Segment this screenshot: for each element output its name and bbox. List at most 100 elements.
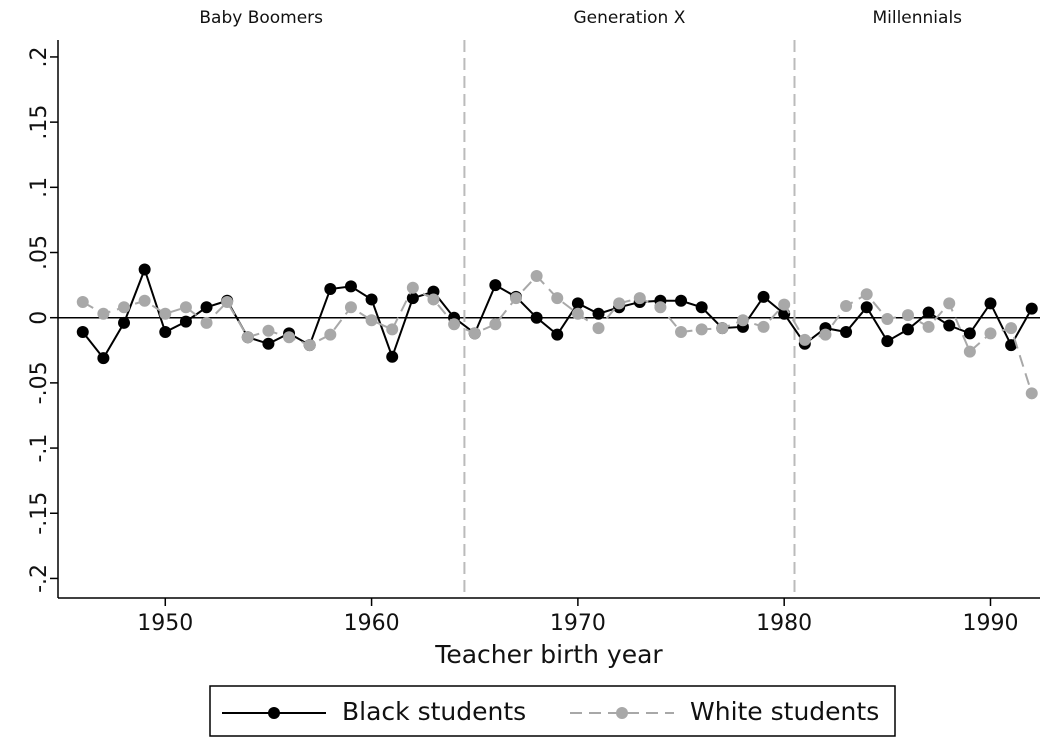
y-tick-label: 0 <box>27 311 52 325</box>
point <box>943 297 956 310</box>
point <box>179 315 192 328</box>
point <box>757 320 770 333</box>
point <box>654 301 667 314</box>
legend-box <box>209 685 896 737</box>
point <box>344 280 357 293</box>
point <box>427 293 440 306</box>
point <box>200 301 213 314</box>
y-tick-label: .1 <box>27 177 52 198</box>
point <box>592 322 605 335</box>
y-tick-label: -.15 <box>27 492 52 535</box>
point <box>922 306 935 319</box>
legend-label: White students <box>690 697 879 726</box>
point <box>675 294 688 307</box>
y-tick-label: -.1 <box>27 434 52 463</box>
period-label: Baby Boomers <box>199 8 323 28</box>
point <box>138 294 151 307</box>
point <box>509 292 522 305</box>
point <box>200 316 213 329</box>
point <box>179 301 192 314</box>
point <box>303 339 316 352</box>
point <box>97 307 110 320</box>
point <box>551 328 564 341</box>
point <box>881 313 894 325</box>
point <box>118 301 131 314</box>
point <box>592 307 605 320</box>
point <box>860 301 873 314</box>
point <box>221 296 234 309</box>
point <box>984 327 997 340</box>
point <box>324 328 337 341</box>
point <box>901 323 914 336</box>
point <box>860 288 873 301</box>
point <box>695 301 708 314</box>
point <box>778 298 791 311</box>
point <box>262 324 275 337</box>
x-tick-label: 1990 <box>962 611 1018 636</box>
point <box>943 319 956 332</box>
x-tick-label: 1960 <box>344 611 400 636</box>
point <box>365 314 378 327</box>
point <box>736 314 749 327</box>
point <box>262 337 275 350</box>
point <box>571 307 584 320</box>
point <box>344 301 357 314</box>
point <box>963 345 976 358</box>
point <box>283 331 296 344</box>
y-tick-label: -.05 <box>27 361 52 404</box>
point <box>97 352 110 365</box>
series-line <box>82 274 1033 394</box>
point <box>1025 387 1038 400</box>
point <box>613 297 626 310</box>
point <box>984 297 997 310</box>
point <box>406 292 419 305</box>
point <box>716 322 729 335</box>
point <box>76 326 89 339</box>
point <box>551 292 564 305</box>
point <box>365 293 378 306</box>
point <box>489 279 502 292</box>
point <box>840 326 853 339</box>
point <box>633 292 646 305</box>
point <box>406 281 419 294</box>
point <box>922 320 935 333</box>
point <box>324 283 337 296</box>
point <box>798 333 811 346</box>
point <box>963 327 976 340</box>
y-tick-label: .15 <box>27 105 52 140</box>
legend-label: Black students <box>342 697 526 726</box>
point <box>757 290 770 303</box>
point <box>571 297 584 310</box>
x-tick-label: 1950 <box>137 611 193 636</box>
point <box>448 318 461 331</box>
point <box>1025 302 1038 315</box>
point <box>840 299 853 312</box>
point <box>530 269 543 282</box>
y-tick-label: .05 <box>27 235 52 270</box>
point <box>695 323 708 336</box>
x-axis-title: Teacher birth year <box>434 640 663 669</box>
point <box>386 350 399 363</box>
point <box>159 326 172 339</box>
point <box>675 326 688 339</box>
y-tick-label: -.2 <box>27 564 52 593</box>
point <box>159 307 172 320</box>
point <box>530 311 543 324</box>
point <box>386 323 399 336</box>
point <box>138 263 151 276</box>
legend-marker <box>268 707 280 719</box>
point <box>819 328 832 341</box>
point <box>118 316 131 329</box>
y-tick-label: .2 <box>27 46 52 67</box>
point <box>881 335 894 348</box>
x-tick-label: 1970 <box>550 611 606 636</box>
point <box>489 318 502 331</box>
legend-marker <box>616 707 628 719</box>
point <box>468 327 481 340</box>
x-tick-label: 1980 <box>756 611 812 636</box>
point <box>76 296 89 309</box>
point <box>241 331 254 344</box>
period-label: Millennials <box>872 8 962 28</box>
